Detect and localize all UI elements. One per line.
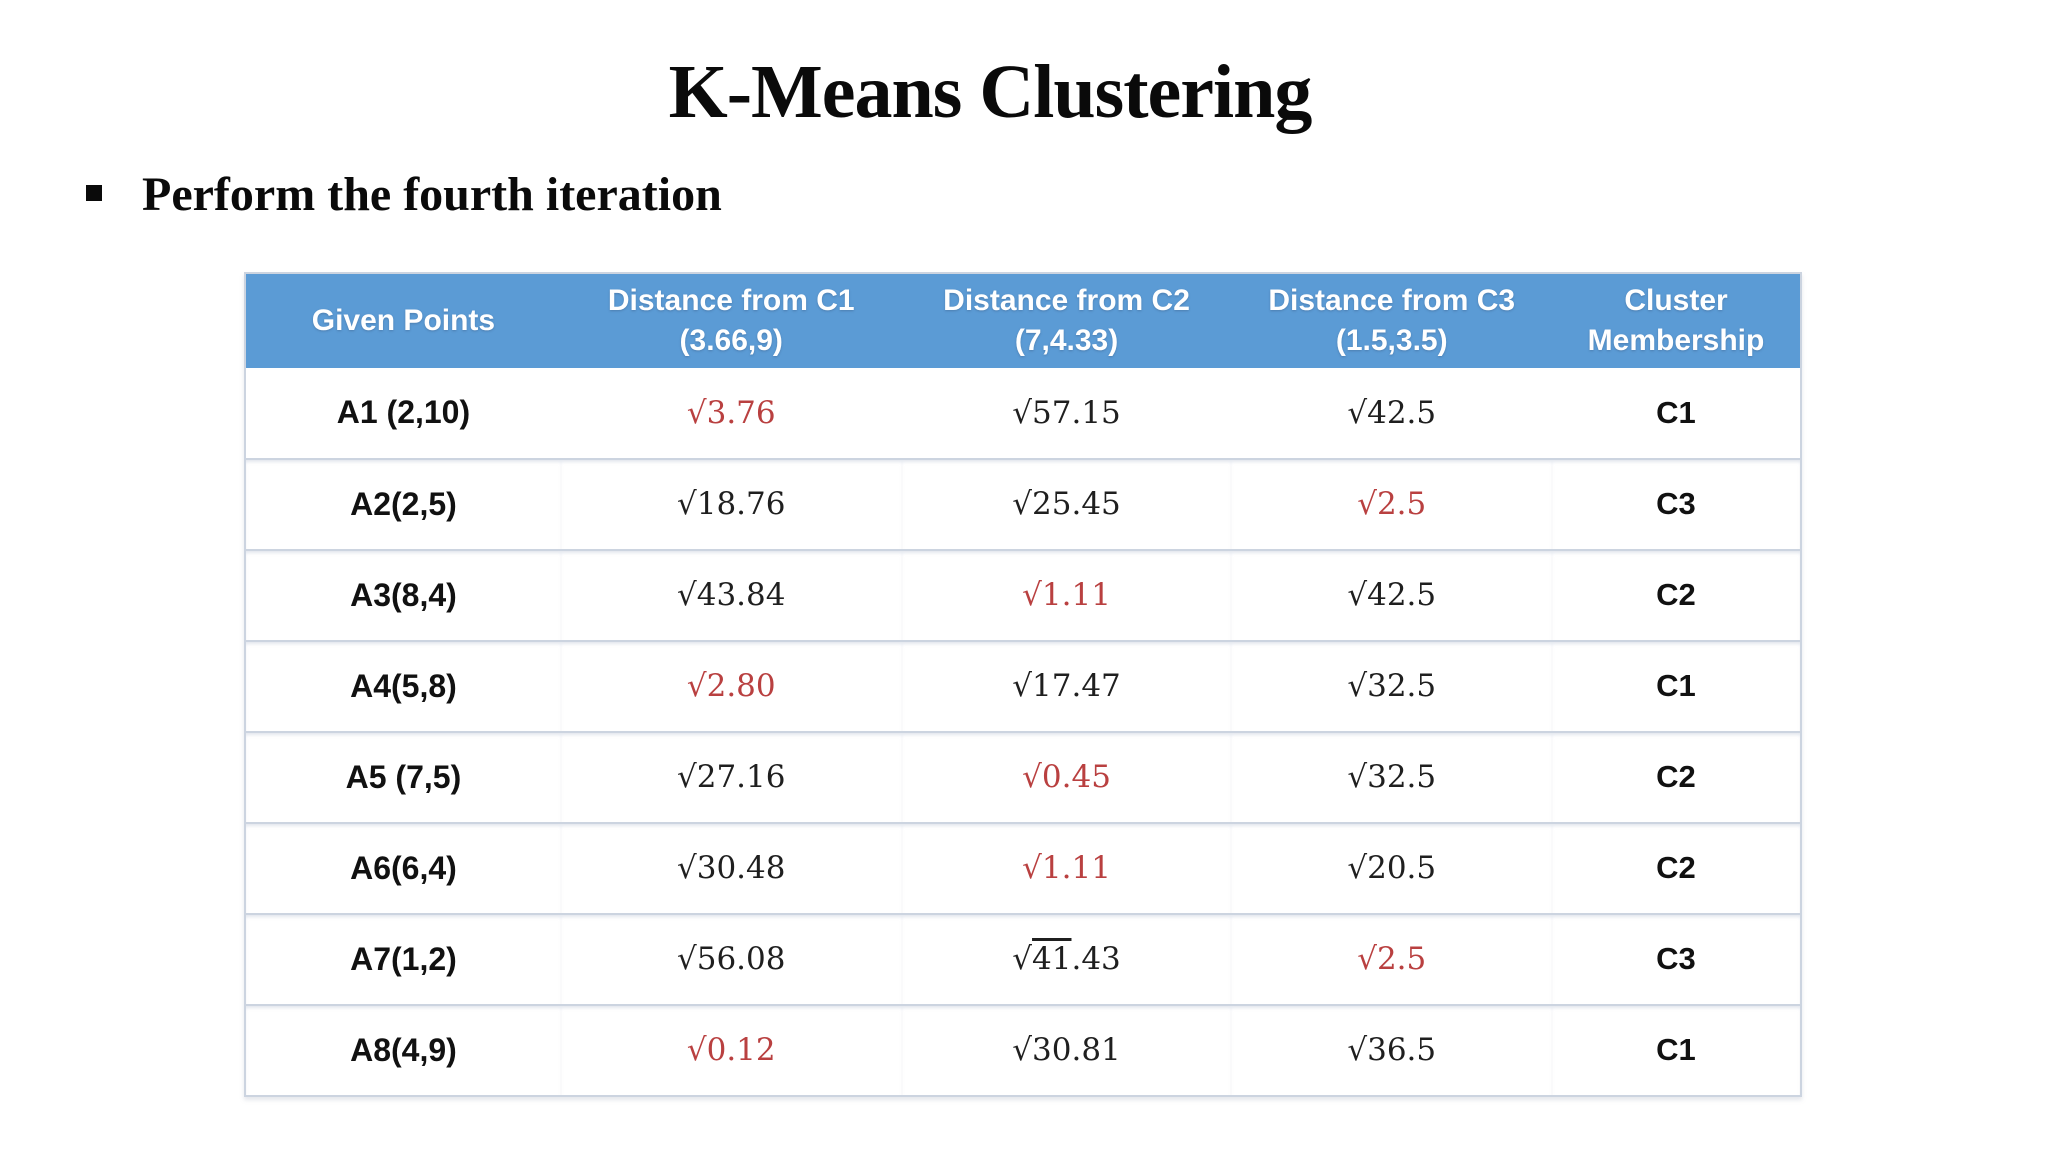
cluster-cell: C2 bbox=[1552, 821, 1801, 914]
distance-cell: √2.5 bbox=[1231, 457, 1552, 550]
distance-cell: √2.5 bbox=[1231, 912, 1552, 1005]
table-row: A4(5,8) √2.80 √17.47 √32.5 C1 bbox=[245, 639, 1801, 732]
distance-cell: √32.5 bbox=[1231, 730, 1552, 823]
distance-cell: √27.16 bbox=[560, 730, 902, 823]
distance-cell: √57.15 bbox=[1012, 394, 1121, 431]
bullet-text: Perform the fourth iteration bbox=[142, 168, 722, 222]
point-cell: A6(6,4) bbox=[245, 821, 561, 914]
distance-cell: √0.12 bbox=[560, 1003, 902, 1096]
distance-cell: √18.76 bbox=[560, 457, 902, 550]
cluster-cell: C1 bbox=[1552, 639, 1801, 732]
distance-cell: √43.84 bbox=[560, 548, 902, 641]
header-cell-4: Distance from C3 (1.5,3.5) bbox=[1231, 272, 1552, 368]
header-cell-2: Distance from C1 (3.66,9) bbox=[560, 272, 902, 368]
cluster-cell: C3 bbox=[1552, 912, 1801, 1005]
distance-cell: √0.45 bbox=[901, 730, 1232, 823]
point-cell: A8(4,9) bbox=[245, 1003, 561, 1096]
cluster-cell: C3 bbox=[1552, 457, 1801, 550]
distance-cell: √2.80 bbox=[560, 639, 902, 732]
page-title: K-Means Clustering bbox=[668, 50, 1313, 134]
point-cell: A4(5,8) bbox=[245, 639, 561, 732]
point-cell: A1 (2,10) bbox=[336, 394, 471, 431]
distance-cell: √1.11 bbox=[901, 821, 1232, 914]
distance-cell: √25.45 bbox=[901, 457, 1232, 550]
distance-cell: √17.47 bbox=[901, 639, 1232, 732]
table-header: Given Points Distance from C1 (3.66,9) Dist… bbox=[245, 272, 1801, 368]
distance-cell: √20.5 bbox=[1231, 821, 1552, 914]
distance-cell: √32.5 bbox=[1231, 639, 1552, 732]
header-cell-1: Given Points bbox=[245, 272, 561, 368]
table-row: A3(8,4) √43.84 √1.11 √42.5 C2 bbox=[245, 548, 1801, 641]
distance-cell: √56.08 bbox=[560, 912, 902, 1005]
distance-table: Given Points Distance from C1 (3.66,9) Dist… bbox=[244, 271, 1802, 1097]
table-row: A6(6,4) √30.48 √1.11 √20.5 C2 bbox=[245, 821, 1801, 914]
distance-cell: √30.81 bbox=[901, 1003, 1232, 1096]
distance-cell: √41.43 bbox=[901, 912, 1232, 1005]
cluster-cell: C1 bbox=[1552, 1003, 1801, 1096]
header-row: Given Points Distance from C1 (3.66,9) Dist… bbox=[245, 272, 1801, 368]
table-row: A8(4,9) √0.12 √30.81 √36.5 C1 bbox=[245, 1003, 1801, 1096]
header-cell-3: Distance from C2 (7,4.33) bbox=[901, 272, 1232, 368]
distance-cell: √42.5 bbox=[1231, 548, 1552, 641]
point-cell: A3(8,4) bbox=[245, 548, 561, 641]
bullet-square-icon bbox=[86, 185, 102, 202]
header-cell-5: Cluster Membership bbox=[1552, 272, 1801, 368]
bullet-item: Perform the fourth iteration bbox=[86, 168, 2048, 222]
distance-cell: √3.76 bbox=[686, 394, 776, 431]
point-cell: A2(2,5) bbox=[245, 457, 561, 550]
table-row: A7(1,2) √56.08 √41.43 √2.5 C3 bbox=[245, 912, 1801, 1005]
distance-cell: √30.48 bbox=[560, 821, 902, 914]
table-row: A5 (7,5) √27.16 √0.45 √32.5 C2 bbox=[245, 730, 1801, 823]
distance-cell: √42.5 bbox=[1347, 394, 1437, 431]
cluster-cell: C2 bbox=[1552, 548, 1801, 641]
table-row: A1 (2,10) √3.76 √57.15 √42.5 C1 bbox=[245, 367, 1801, 459]
point-cell: A5 (7,5) bbox=[245, 730, 561, 823]
table-row: A2(2,5) √18.76 √25.45 √2.5 C3 bbox=[245, 457, 1801, 550]
point-cell: A7(1,2) bbox=[245, 912, 561, 1005]
table-body: A1 (2,10) √3.76 √57.15 √42.5 C1 A2(2,5) √18.76… bbox=[245, 367, 1801, 1096]
distance-cell: √1.11 bbox=[901, 548, 1232, 641]
distance-cell: √36.5 bbox=[1231, 1003, 1552, 1096]
cluster-cell: C1 bbox=[1656, 394, 1696, 430]
cluster-cell: C2 bbox=[1552, 730, 1801, 823]
